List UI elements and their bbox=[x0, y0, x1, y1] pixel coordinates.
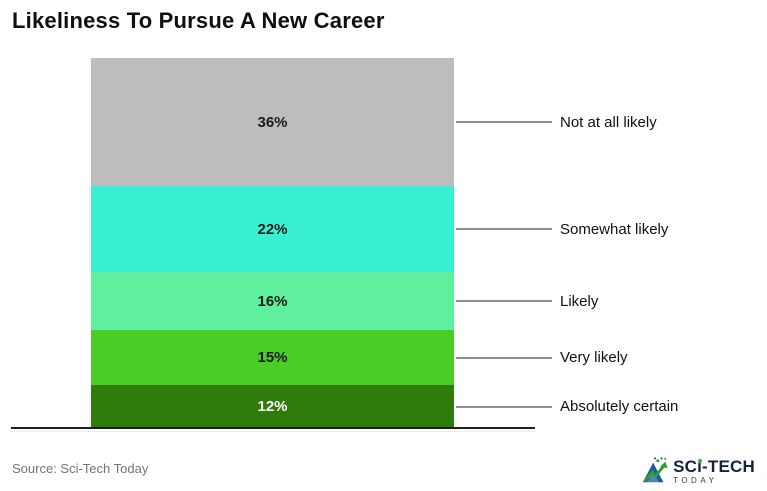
connector-line bbox=[456, 121, 552, 123]
category-label: Very likely bbox=[560, 349, 628, 366]
bar-segment-likely: 16% bbox=[91, 272, 454, 330]
callout-row: Absolutely certain bbox=[456, 385, 678, 428]
callout-row: Very likely bbox=[456, 330, 678, 385]
logo-wordmark: SCi-TECH bbox=[673, 458, 755, 475]
callout-row: Likely bbox=[456, 272, 678, 330]
axis-baseline-shadow bbox=[11, 431, 535, 432]
logo-part-i: i bbox=[697, 456, 703, 476]
chart-title: Likeliness To Pursue A New Career bbox=[12, 8, 385, 33]
bar-segment-absolutely-certain: 12% bbox=[91, 385, 454, 428]
segment-value-label: 15% bbox=[257, 349, 288, 366]
source-note: Source: Sci-Tech Today bbox=[12, 461, 149, 476]
connector-line bbox=[456, 300, 552, 302]
logo-part-sc: SC bbox=[673, 456, 698, 476]
segment-value-label: 22% bbox=[257, 220, 288, 238]
stacked-bar: 36% 22% 16% 15% 12% bbox=[91, 58, 454, 428]
mountain-arrow-icon bbox=[642, 457, 668, 483]
category-label: Not at all likely bbox=[560, 113, 657, 131]
category-callouts: Not at all likely Somewhat likely Likely… bbox=[456, 58, 678, 428]
sci-tech-today-logo: SCi-TECH TODAY bbox=[640, 456, 755, 486]
connector-line bbox=[456, 356, 552, 359]
connector-line bbox=[456, 228, 552, 230]
bar-segment-very-likely: 15% bbox=[91, 330, 454, 385]
connector-line bbox=[456, 405, 552, 408]
category-label: Absolutely certain bbox=[560, 398, 679, 415]
logo-text: SCi-TECH TODAY bbox=[673, 458, 755, 485]
segment-value-label: 36% bbox=[257, 113, 288, 131]
logo-subtitle: TODAY bbox=[673, 475, 718, 485]
axis-baseline bbox=[11, 427, 535, 429]
bar-segment-not-at-all-likely: 36% bbox=[91, 58, 454, 186]
segment-value-label: 16% bbox=[257, 292, 288, 310]
bar-segment-somewhat-likely: 22% bbox=[91, 186, 454, 272]
category-label: Likely bbox=[560, 292, 599, 310]
segment-value-label: 12% bbox=[257, 398, 288, 415]
category-label: Somewhat likely bbox=[560, 220, 669, 238]
callout-row: Somewhat likely bbox=[456, 186, 678, 272]
callout-row: Not at all likely bbox=[456, 58, 678, 186]
logo-part-tech: -TECH bbox=[702, 456, 755, 476]
